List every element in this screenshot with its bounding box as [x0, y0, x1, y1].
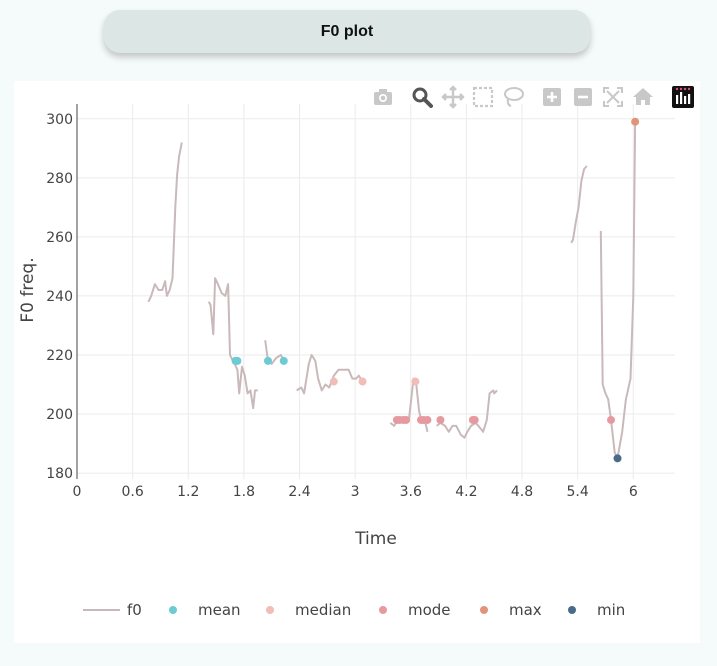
y-tick-label: 180	[46, 466, 73, 482]
f0-line-segment[interactable]	[147, 142, 183, 303]
x-tick-label: 3.6	[400, 484, 422, 500]
legend-label-mean: mean	[198, 601, 241, 619]
plotly-logo-bar	[684, 96, 687, 104]
mean-marker[interactable]	[263, 356, 272, 365]
f0-line-segment[interactable]	[207, 277, 258, 410]
median-marker[interactable]	[329, 377, 338, 386]
min-marker[interactable]	[613, 454, 622, 463]
x-tick-label: 4.2	[455, 484, 477, 500]
x-tick-label: 4.8	[511, 484, 533, 500]
plotly-logo-dot	[679, 87, 683, 91]
zoom-lens	[412, 87, 428, 103]
legend-label-min: min	[597, 601, 625, 619]
median-marker[interactable]	[411, 377, 420, 386]
box-select-icon-hit[interactable]	[472, 86, 494, 108]
lasso-icon[interactable]	[502, 86, 524, 108]
camera-top	[379, 89, 387, 93]
lasso-loop	[504, 87, 524, 101]
legend-item-median[interactable]: median	[266, 601, 351, 619]
f0-line-segment[interactable]	[599, 124, 637, 460]
plotly-logo-dot	[683, 87, 687, 91]
zoom-in-icon[interactable]	[541, 86, 563, 108]
camera-icon[interactable]	[372, 86, 394, 108]
box-select-icon[interactable]	[472, 86, 494, 108]
lasso-tail	[506, 98, 512, 107]
modebar	[372, 85, 694, 109]
legend: f0 mean median mode max min	[83, 601, 625, 619]
zoom-in-plus	[547, 92, 557, 102]
mode-marker[interactable]	[423, 415, 432, 424]
y-axis-label: F0 freq.	[18, 257, 38, 322]
legend-item-mode[interactable]: mode	[379, 601, 451, 619]
autoscale-shape	[603, 87, 623, 107]
zoom-handle	[422, 97, 433, 108]
home-shape	[633, 88, 653, 105]
tick-labels: 0 0.6 1.2 1.8 2.4 3 3.6 4.2 4.8 5.4 6 180 200 220 240 2…	[46, 112, 638, 500]
legend-label-mode: mode	[408, 601, 451, 619]
x-tick-label: 0.6	[121, 484, 143, 500]
x-tick-label: 5.4	[567, 484, 589, 500]
plotly-logo-bar	[688, 94, 691, 104]
x-tick-label: 0	[73, 484, 82, 500]
series-layer	[147, 117, 640, 463]
page-title: F0 plot	[320, 22, 374, 40]
x-axis-label: Time	[354, 529, 397, 549]
zoom-icon[interactable]	[411, 86, 433, 108]
mode-marker[interactable]	[436, 415, 445, 424]
f0-line-segment[interactable]	[570, 165, 588, 244]
y-tick-label: 200	[46, 407, 73, 423]
legend-swatch-mean	[169, 606, 177, 614]
x-tick-label: 6	[629, 484, 638, 500]
title-bar: F0 plot	[104, 10, 590, 53]
x-tick-label: 1.8	[233, 484, 255, 500]
mode-marker[interactable]	[470, 415, 479, 424]
autoscale-icon[interactable]	[602, 86, 624, 108]
plotly-logo-bg	[672, 86, 694, 108]
pan-arrows	[441, 85, 465, 109]
legend-item-min[interactable]: min	[568, 601, 625, 619]
plot-panel	[14, 81, 700, 643]
legend-label-median: median	[295, 601, 351, 619]
y-tick-label: 220	[46, 348, 73, 364]
mode-marker[interactable]	[402, 415, 411, 424]
home-icon[interactable]	[632, 86, 654, 108]
legend-label-max: max	[509, 601, 542, 619]
f0-line-segment[interactable]	[436, 389, 498, 439]
y-tick-label: 240	[46, 289, 73, 305]
max-marker[interactable]	[631, 117, 640, 126]
legend-swatch-median	[266, 606, 274, 614]
x-tick-label: 1.2	[177, 484, 199, 500]
y-tick-label: 260	[46, 230, 73, 246]
plotly-logo-icon[interactable]	[672, 86, 694, 108]
mean-marker[interactable]	[233, 356, 242, 365]
legend-swatch-mode	[379, 606, 387, 614]
y-tick-label: 280	[46, 171, 73, 187]
mode-marker[interactable]	[607, 415, 616, 424]
plotly-logo-dot	[687, 87, 691, 91]
plotly-logo-bar	[680, 92, 683, 104]
x-tick-label: 2.4	[288, 484, 310, 500]
median-marker[interactable]	[358, 377, 367, 386]
legend-item-f0[interactable]: f0	[83, 601, 142, 619]
legend-swatch-max	[480, 606, 488, 614]
box-select-rect	[472, 86, 494, 108]
legend-swatch-min	[568, 606, 576, 614]
plotly-logo-bar	[676, 95, 679, 104]
f0-line-segment[interactable]	[296, 354, 364, 395]
y-tick-label: 300	[46, 112, 73, 128]
legend-item-max[interactable]: max	[480, 601, 542, 619]
x-tick-label: 3	[351, 484, 360, 500]
legend-item-mean[interactable]: mean	[169, 601, 241, 619]
legend-label-f0: f0	[127, 601, 142, 619]
zoom-out-icon[interactable]	[572, 86, 594, 108]
plotly-logo-dot	[675, 87, 679, 91]
mean-marker[interactable]	[279, 356, 288, 365]
pan-icon[interactable]	[441, 85, 465, 109]
camera-lens-inner	[380, 95, 386, 101]
